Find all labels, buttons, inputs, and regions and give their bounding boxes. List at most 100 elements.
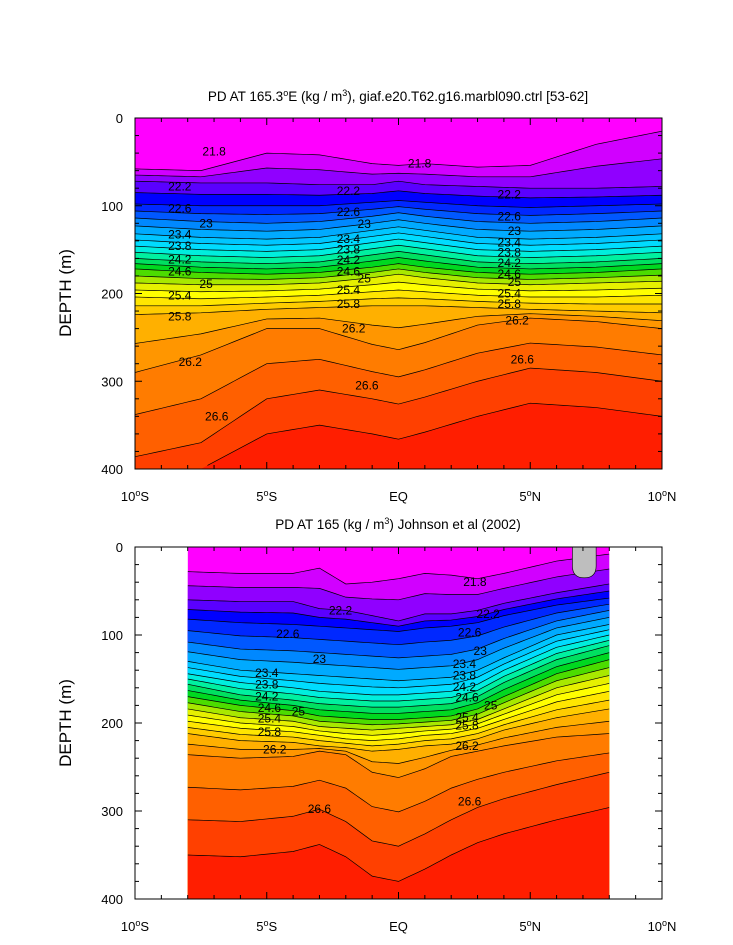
contour-line <box>135 244 662 258</box>
y-tick-label: 0 <box>116 111 123 126</box>
tick-text: 10 <box>648 919 662 934</box>
title-part: 3 <box>384 516 389 526</box>
tick-degree: o <box>264 918 269 928</box>
contour-line <box>187 652 610 714</box>
contour-line <box>135 273 662 286</box>
contour-label: 26.6 <box>308 802 332 816</box>
tick-hemisphere: N <box>667 919 676 934</box>
contour-label: 23.4 <box>453 657 477 671</box>
contour-label: 25 <box>199 277 213 291</box>
title-part: 3 <box>342 88 347 98</box>
contour-label: 23 <box>358 217 372 231</box>
contour-line <box>187 720 610 764</box>
contour-label: 22.6 <box>168 201 192 215</box>
contour-label: 25.8 <box>168 309 192 323</box>
contour-line <box>187 708 610 752</box>
contour-label: 25.8 <box>498 297 522 311</box>
contour-line <box>187 771 610 847</box>
masked-region <box>572 546 597 579</box>
contour-label: 25.8 <box>455 719 479 733</box>
x-ticks: 10oS 5oS EQ 5oN 10oN <box>121 547 677 934</box>
contour-line <box>135 219 662 232</box>
contour-line <box>187 807 610 882</box>
contour-line <box>207 402 662 466</box>
contour-line <box>187 675 610 731</box>
x-tick-label: 10oS <box>121 918 149 934</box>
contour-line <box>187 645 610 708</box>
contour-line <box>187 634 610 696</box>
contour-label: 25.8 <box>337 297 361 311</box>
contour-line <box>135 212 662 224</box>
y-tick-label: 200 <box>101 287 123 302</box>
y-ticks: 0 100 200 300 400 <box>101 111 662 477</box>
contour-label: 21.8 <box>202 144 226 158</box>
tick-text: 5 <box>519 489 526 504</box>
contour-label: 24.2 <box>168 252 192 266</box>
contour-label: 24.2 <box>337 253 361 267</box>
contour-line <box>135 232 662 246</box>
contour-label: 21.8 <box>463 575 487 589</box>
tick-text: 10 <box>648 489 662 504</box>
contour-line <box>135 317 662 373</box>
contour-label: 23.8 <box>337 243 361 257</box>
contour-line <box>187 617 610 670</box>
x-tick-label: 10oN <box>648 918 677 934</box>
contour-lines <box>135 130 662 466</box>
contour-label: 24.2 <box>255 690 279 704</box>
title-part: o <box>283 88 288 98</box>
tick-degree: o <box>264 488 269 498</box>
contour-line <box>187 752 610 813</box>
tick-hemisphere: S <box>140 919 149 934</box>
title-part: PD AT 165.3 <box>208 89 283 104</box>
contour-label: 22.2 <box>498 187 522 201</box>
contour-line <box>187 629 610 689</box>
contour-label: 22.2 <box>476 607 500 621</box>
contour-label: 23.8 <box>168 239 192 253</box>
x-tick-label: 5oN <box>519 488 541 504</box>
contour-label: 25.4 <box>258 712 282 726</box>
contour-label: 25 <box>292 705 306 719</box>
contour-label: 23 <box>508 224 522 238</box>
contour-label: 25.8 <box>258 725 282 739</box>
contour-label: 25 <box>484 698 498 712</box>
contour-line <box>187 597 610 632</box>
contour-label: 22.6 <box>337 205 361 219</box>
x-tick-label: 5oS <box>256 488 277 504</box>
chart-title-observed: PD AT 165 (kg / m3) Johnson et al (2002) <box>275 516 520 532</box>
tick-text: 10 <box>121 489 135 504</box>
y-tick-label: 400 <box>101 892 123 907</box>
contour-line <box>187 733 610 778</box>
y-tick-label: 0 <box>116 540 123 555</box>
contour-label: 26.2 <box>455 739 479 753</box>
contour-line <box>187 659 610 720</box>
contour-line <box>135 313 662 344</box>
contour-line <box>135 263 662 275</box>
contour-line <box>135 130 662 172</box>
contour-line <box>135 200 662 208</box>
contour-label: 23 <box>199 216 213 230</box>
chart-title-model: PD AT 165.3oE (kg / m3), giaf.e20.T62.g1… <box>208 88 588 104</box>
contour-label: 23.8 <box>453 669 477 683</box>
contour-line <box>135 238 662 252</box>
tick-degree: o <box>662 488 667 498</box>
contour-line <box>187 553 610 585</box>
contour-lines <box>187 553 610 882</box>
contour-label: 22.6 <box>498 209 522 223</box>
contour-label: 23.8 <box>255 677 279 691</box>
y-tick-label: 100 <box>101 628 123 643</box>
contour-line <box>135 206 662 216</box>
contour-line <box>187 624 610 682</box>
plot-area-model: 21.821.822.2 22.2 22.222.6 22.6 22.623 23 2323… <box>101 111 676 504</box>
contour-label: 25 <box>358 272 372 286</box>
contour-line <box>187 590 610 627</box>
y-tick-label: 300 <box>101 374 123 389</box>
contour-line <box>187 683 610 736</box>
contour-label: 26.2 <box>179 355 203 369</box>
tick-hemisphere: S <box>269 919 278 934</box>
contour-line <box>187 603 610 646</box>
contour-label: 23.4 <box>168 228 192 242</box>
contour-label: 26.6 <box>355 379 379 393</box>
contour-label: 25.4 <box>498 287 522 301</box>
contour-label: 22.6 <box>276 627 300 641</box>
